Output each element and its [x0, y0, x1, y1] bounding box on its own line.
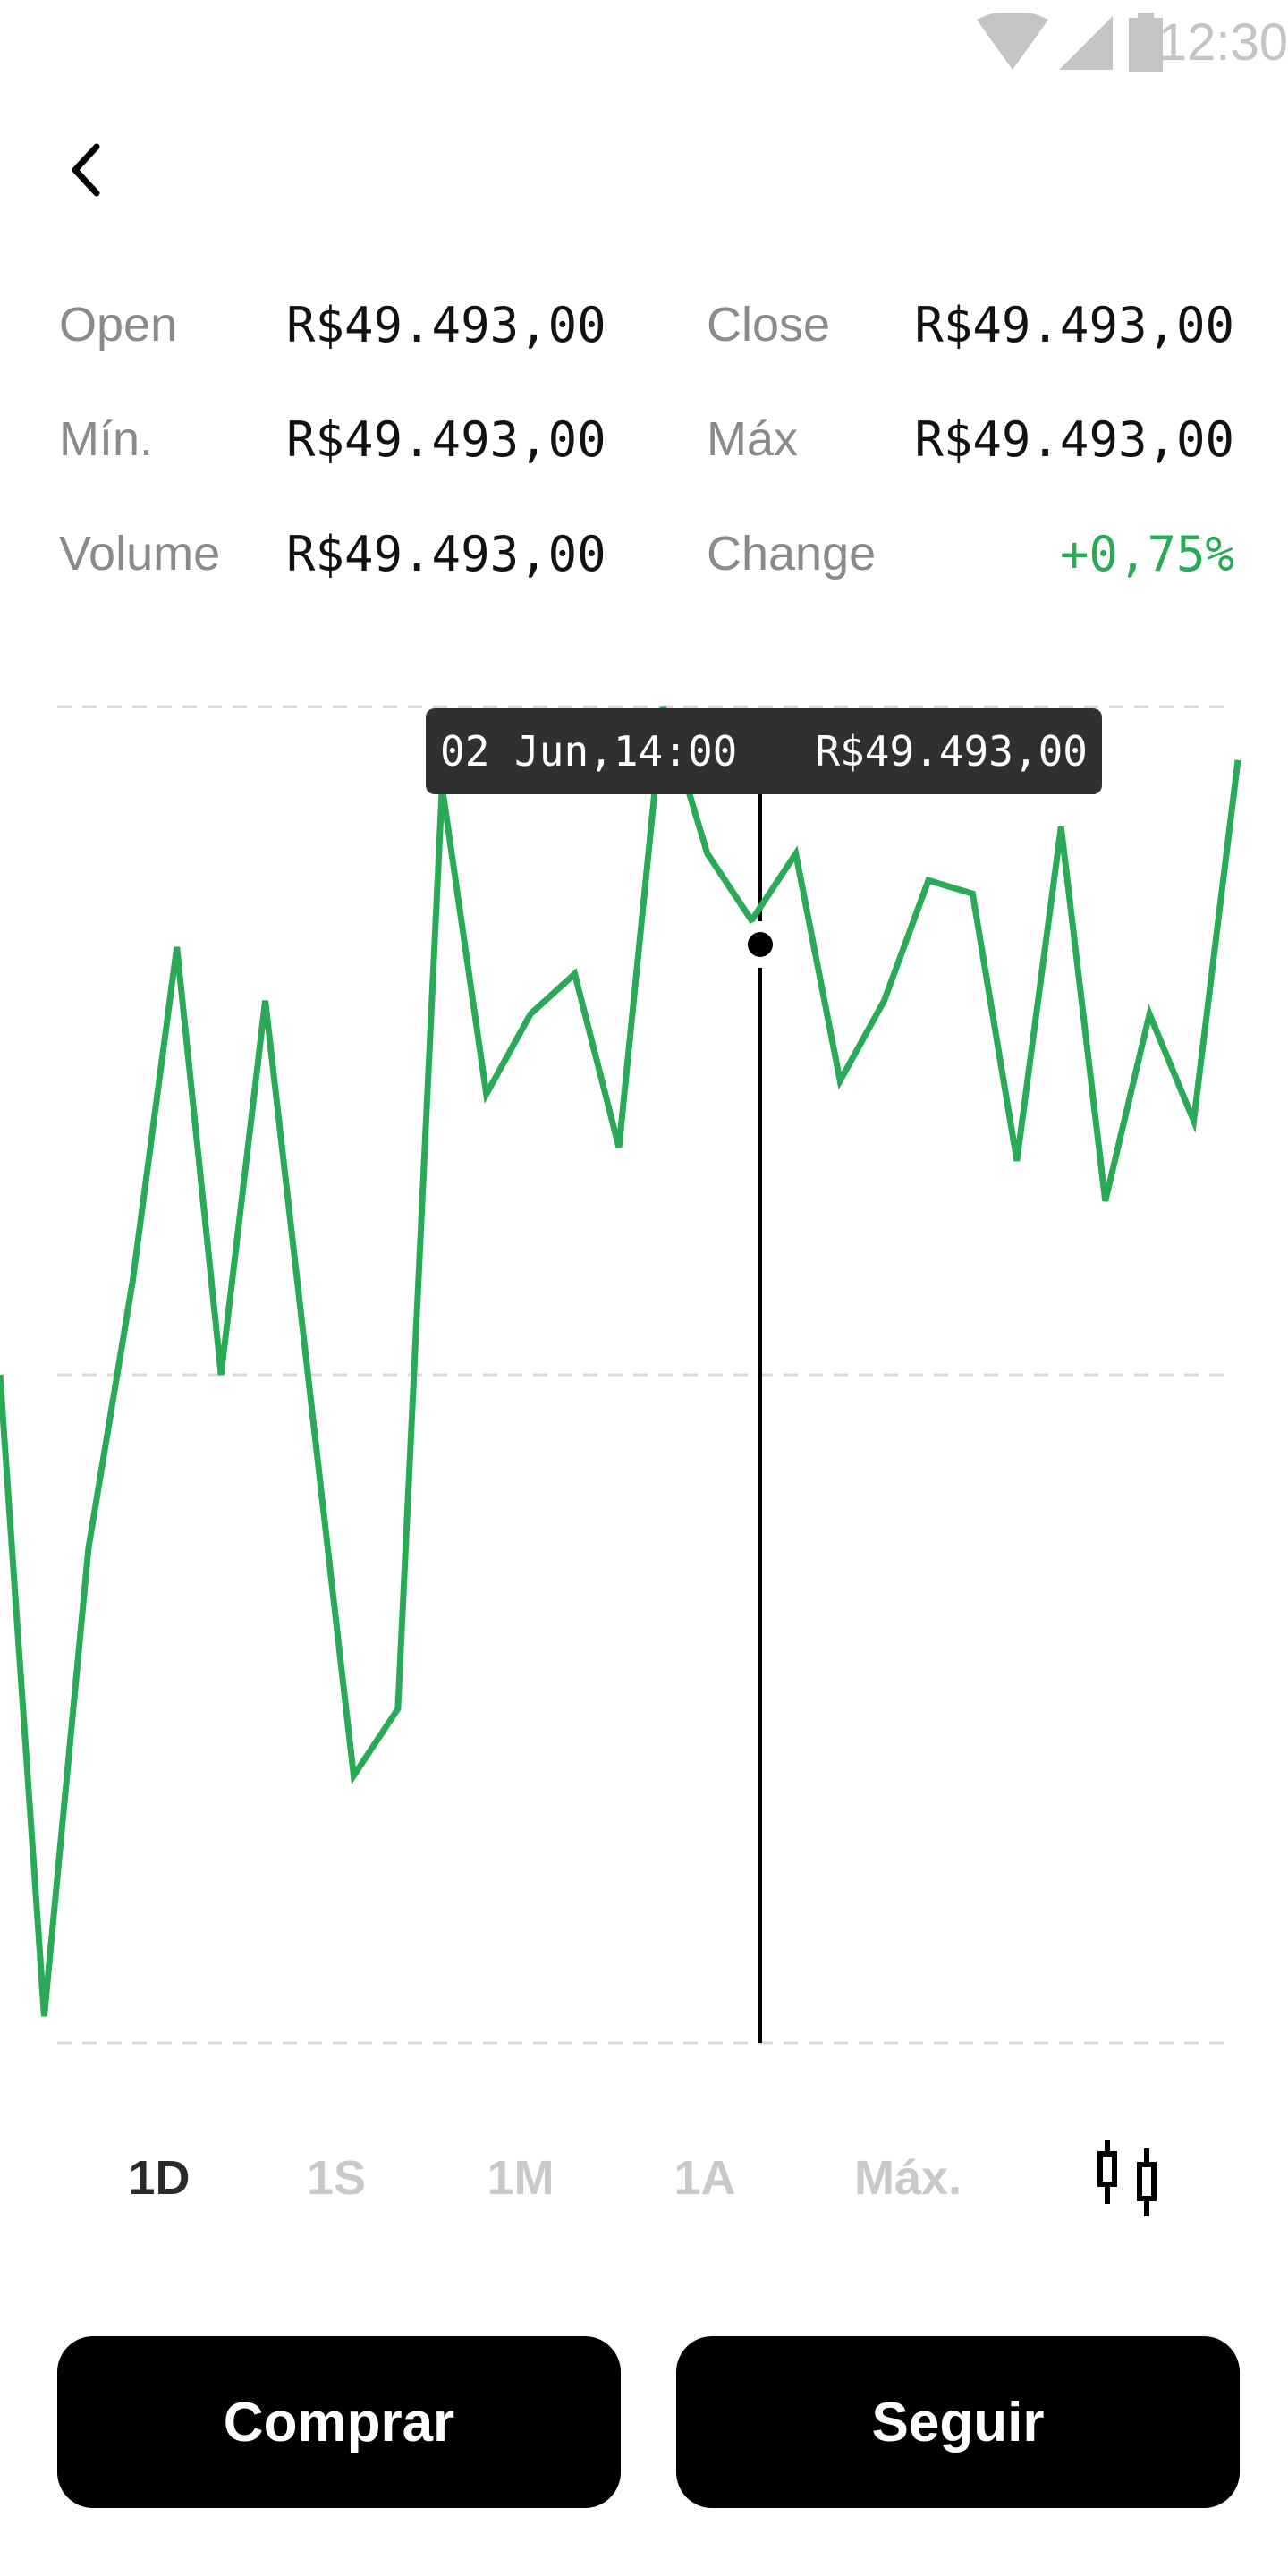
- min-label: Mín.: [59, 412, 154, 466]
- min-value: R$49.493,00: [286, 411, 606, 468]
- buy-button[interactable]: Comprar: [57, 2336, 621, 2508]
- change-value: +0,75%: [1059, 526, 1234, 582]
- range-1a[interactable]: 1A: [674, 2151, 736, 2205]
- open-value: R$49.493,00: [286, 297, 606, 353]
- chart-tooltip: 02 Jun,14:00 R$49.493,00: [426, 708, 1102, 794]
- range-1d[interactable]: 1D: [128, 2151, 191, 2205]
- price-chart[interactable]: [0, 680, 1288, 2075]
- volume-value: R$49.493,00: [286, 526, 606, 582]
- wifi-icon: [977, 13, 1048, 70]
- battery-icon: [1129, 13, 1163, 72]
- chevron-left-icon: [72, 143, 100, 197]
- max-value: R$49.493,00: [914, 411, 1234, 468]
- open-label: Open: [59, 298, 178, 352]
- follow-button[interactable]: Seguir: [676, 2336, 1240, 2508]
- range-1s[interactable]: 1S: [306, 2151, 367, 2205]
- range-max[interactable]: Máx.: [853, 2151, 962, 2205]
- selected-point: [748, 932, 773, 957]
- tooltip-price: R$49.493,00: [815, 727, 1088, 775]
- candlestick-icon: [1097, 2140, 1157, 2216]
- chart-type-toggle[interactable]: [1091, 2132, 1166, 2222]
- price-line: [0, 705, 1241, 2017]
- range-1m[interactable]: 1M: [487, 2151, 555, 2205]
- status-time: 12:30: [1157, 13, 1288, 72]
- change-label: Change: [707, 527, 877, 580]
- back-button[interactable]: [55, 134, 127, 206]
- close-label: Close: [707, 298, 831, 352]
- tooltip-date: 02 Jun,14:00: [440, 727, 738, 775]
- volume-label: Volume: [59, 527, 221, 580]
- signal-icon: [1059, 16, 1113, 70]
- range-selector: 1D 1S 1M 1A Máx.: [0, 2129, 1288, 2227]
- max-label: Máx: [707, 412, 799, 466]
- status-bar: 12:30: [0, 0, 1288, 86]
- close-value: R$49.493,00: [914, 297, 1234, 353]
